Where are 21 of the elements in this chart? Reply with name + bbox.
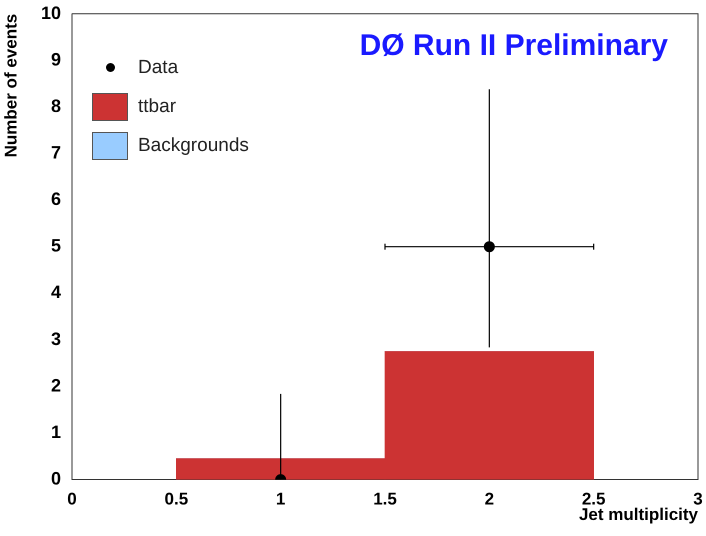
annotation: DØ Run II Preliminary [360, 29, 668, 62]
y-tick-label: 3 [50, 328, 61, 349]
x-tick-label: 0.5 [164, 489, 188, 508]
y-tick-label: 4 [50, 282, 61, 302]
x-tick-label: 1 [276, 489, 286, 508]
y-tick-label: 5 [50, 236, 61, 256]
x-tick-label: 1.5 [373, 489, 397, 508]
y-axis-title: Number of events [2, 14, 21, 158]
y-tick-label: 8 [50, 96, 61, 116]
y-tick-label: 9 [50, 49, 61, 70]
legend-label: Data [138, 56, 178, 78]
y-tick-label: 7 [50, 142, 61, 163]
legend-label: ttbar [138, 96, 176, 118]
legend-label: Backgrounds [138, 134, 249, 156]
x-tick-label: 0 [67, 489, 77, 508]
y-tick-label: 10 [40, 2, 61, 23]
y-tick-label: 1 [50, 422, 61, 442]
y-tick-label: 0 [50, 468, 61, 489]
x-tick-label: 2 [484, 489, 494, 508]
y-tick-label: 6 [50, 189, 61, 210]
y-tick-label: 2 [50, 375, 61, 396]
